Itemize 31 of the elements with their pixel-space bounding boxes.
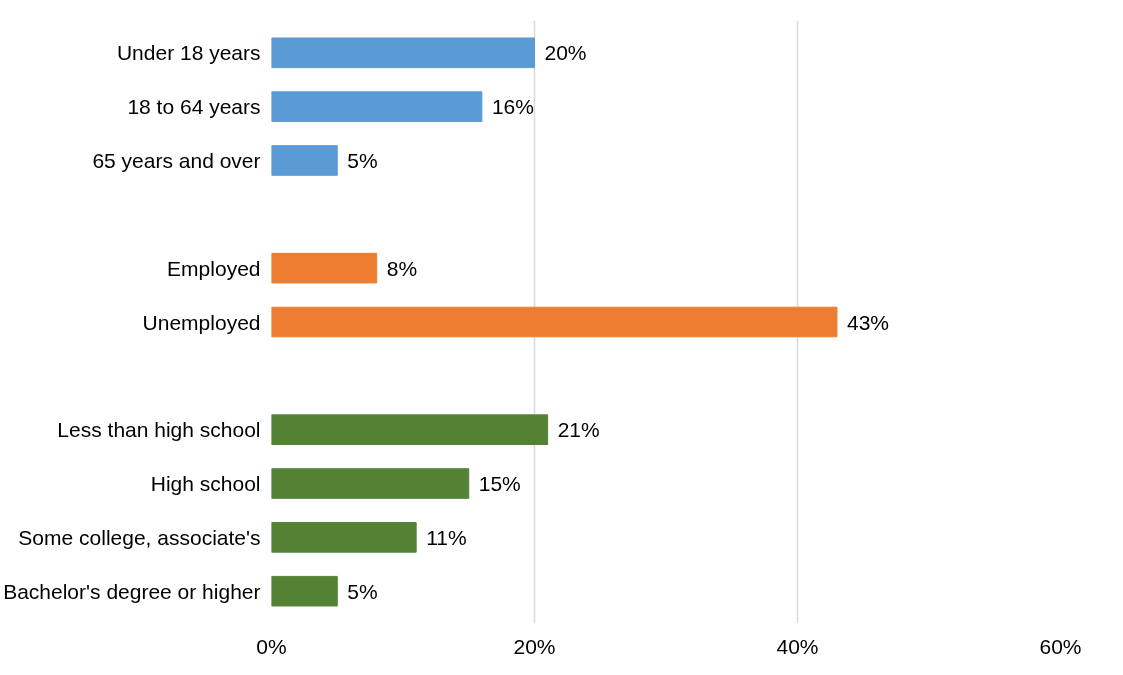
y-tick-label: Some college, associate's bbox=[18, 525, 261, 549]
x-tick-label: 0% bbox=[256, 634, 287, 658]
y-tick-label: High school bbox=[150, 472, 261, 496]
data-label: 21% bbox=[557, 418, 600, 442]
bar bbox=[271, 575, 338, 607]
bar bbox=[271, 37, 535, 69]
y-tick-label: Unemployed bbox=[142, 310, 261, 334]
data-label: 8% bbox=[386, 256, 418, 280]
data-label: 5% bbox=[347, 579, 378, 603]
x-tick-label: 60% bbox=[1039, 634, 1082, 658]
bar bbox=[271, 414, 549, 445]
bar bbox=[271, 145, 338, 176]
y-tick-label: Less than high school bbox=[57, 418, 261, 442]
data-label: 43% bbox=[846, 310, 889, 334]
data-label: 11% bbox=[426, 525, 467, 549]
data-label: 5% bbox=[347, 148, 378, 172]
y-tick-label: Under 18 years bbox=[116, 41, 261, 65]
y-tick-label: 18 to 64 years bbox=[127, 95, 261, 119]
data-label: 16% bbox=[491, 95, 534, 119]
bar bbox=[271, 468, 470, 499]
bar bbox=[271, 252, 378, 284]
y-tick-label: Bachelor's degree or higher bbox=[3, 579, 261, 603]
x-tick-label: 40% bbox=[776, 634, 819, 658]
bar bbox=[271, 91, 483, 122]
data-label: 20% bbox=[544, 41, 587, 65]
x-tick-label: 20% bbox=[513, 634, 556, 658]
bar bbox=[271, 522, 417, 553]
data-label: 15% bbox=[478, 472, 521, 496]
y-tick-label: Employed bbox=[167, 256, 261, 280]
bar bbox=[271, 306, 838, 338]
y-tick-label: 65 years and over bbox=[92, 148, 261, 172]
